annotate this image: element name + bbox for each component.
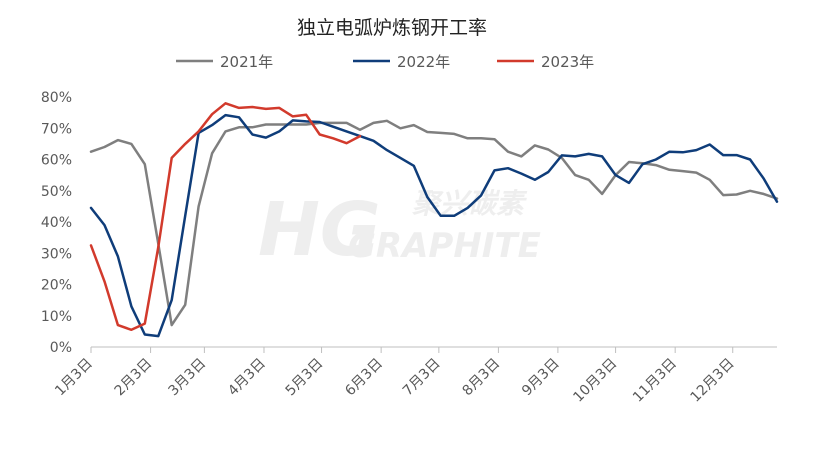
legend: 2021年 2022年 2023年 [176, 53, 594, 71]
x-tick-label: 6月3日 [342, 356, 386, 400]
x-tick-label: 12月3日 [688, 356, 738, 406]
legend-label: 2021年 [220, 53, 273, 71]
watermark-logo: HG [258, 187, 381, 273]
series-line [89, 102, 362, 332]
x-tick-label: 1月3日 [52, 356, 96, 400]
legend-label: 2022年 [397, 53, 450, 71]
series-line [89, 113, 779, 338]
x-tick-label: 5月3日 [283, 356, 327, 400]
watermark: HG 聚兴碳素 GRAPHITE [258, 187, 541, 273]
y-tick-label: 60% [41, 153, 72, 169]
y-tick-label: 80% [41, 90, 72, 106]
y-tick-label: 50% [41, 184, 72, 200]
x-tick-label: 2月3日 [112, 356, 156, 400]
legend-label: 2023年 [541, 53, 594, 71]
y-tick-label: 20% [41, 278, 72, 294]
chart-title: 独立电弧炉炼钢开工率 [297, 17, 487, 39]
plot-area [89, 102, 779, 338]
y-axis: 0% 10% 20% 30% 40% 50% 60% 70% 80% [41, 90, 72, 356]
x-tick-label: 10月3日 [570, 356, 620, 406]
x-tick-label: 3月3日 [166, 356, 210, 400]
x-tick-label: 7月3日 [400, 356, 444, 400]
series-line [89, 119, 779, 327]
y-tick-label: 0% [50, 340, 72, 356]
y-tick-label: 40% [41, 215, 72, 231]
x-tick-label: 9月3日 [519, 356, 563, 400]
watermark-text-main: GRAPHITE [348, 226, 541, 266]
x-axis: 1月3日 2月3日 3月3日 4月3日 5月3日 6月3日 7月3日 8月3日 9月3日 10月3… [52, 346, 777, 406]
x-tick-label: 4月3日 [225, 356, 269, 400]
y-tick-label: 70% [41, 121, 72, 137]
x-tick-label: 8月3日 [460, 356, 504, 400]
y-tick-label: 30% [41, 246, 72, 262]
x-tick-label: 11月3日 [630, 356, 680, 406]
watermark-text-top: 聚兴碳素 [411, 187, 528, 220]
y-tick-label: 10% [41, 309, 72, 325]
